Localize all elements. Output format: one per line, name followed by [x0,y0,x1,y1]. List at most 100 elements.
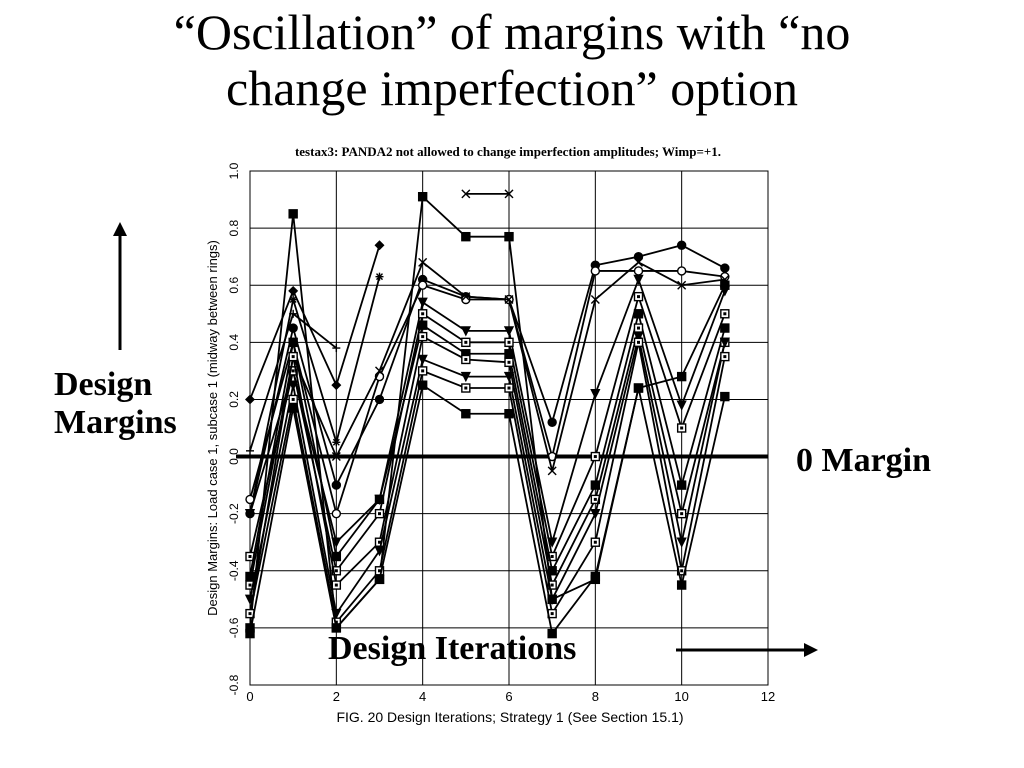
data-point [375,272,384,281]
data-point [461,231,471,242]
data-point [676,400,687,411]
chart-title: testax3: PANDA2 not allowed to change im… [295,144,721,159]
data-point [331,480,342,490]
series-line [249,383,726,636]
data-point [374,240,385,251]
data-point [418,257,428,267]
data-point [720,351,730,362]
data-point [331,566,342,576]
series-line [249,244,381,400]
series-line [249,276,381,514]
series-3 [246,309,341,455]
data-point [288,351,298,362]
design-iterations-label: Design Iterations [328,630,577,667]
data-point [289,295,298,304]
data-point [288,285,299,296]
data-point [288,323,298,333]
data-point [504,383,514,393]
data-point [547,551,557,562]
y-axis-label: Design Margins: Load case 1, subcase 1 (… [205,240,220,616]
data-point [245,394,255,405]
data-point [720,391,730,402]
data-point [461,337,471,348]
series-11 [245,309,730,582]
data-point [417,320,428,330]
x-tick-label: 8 [592,689,599,704]
x-tick-label: 0 [246,689,253,704]
data-point [374,508,385,519]
data-point [417,280,428,290]
data-point [676,580,687,590]
data-point [590,537,601,547]
data-point [633,337,644,348]
y-tick-label: 0.8 [227,219,241,236]
data-point [331,452,341,462]
data-point [288,403,298,413]
data-point [720,323,730,333]
series-14 [245,337,730,627]
data-point [676,240,687,250]
x-tick-label: 10 [674,689,688,704]
data-point [417,366,428,376]
data-point [375,366,384,376]
chart-series [244,189,730,639]
right-arrow-icon [676,643,818,657]
data-point [417,309,428,319]
data-point [504,349,514,359]
data-point [720,309,730,319]
data-point [288,209,298,219]
y-tick-label: 1.0 [227,162,241,179]
data-point [633,323,644,333]
data-point [417,191,428,202]
series-line [249,194,726,631]
series-10 [245,291,730,576]
data-point [719,286,730,297]
data-point [288,394,298,405]
data-point [676,537,687,548]
data-point [590,508,601,520]
data-point [417,331,428,342]
data-point [288,380,299,391]
data-point [504,295,514,304]
data-point [374,494,385,505]
data-point [246,446,254,455]
data-point [504,231,514,242]
data-point [504,357,514,368]
series-1 [245,240,385,405]
data-point [547,566,557,576]
x-tick-label: 6 [505,689,512,704]
x-tick-label: 2 [333,689,340,704]
data-point [676,266,687,276]
data-point [461,189,471,199]
data-point [417,297,428,308]
series-line [249,327,726,588]
data-point [245,628,255,639]
slide-title-line1: “Oscillation” of margins with “no [173,4,851,60]
series-line [249,270,725,517]
y-tick-label: 0.0 [227,448,241,465]
data-point [633,274,644,286]
y-tick-label: -0.2 [227,503,241,524]
design-margins-label: Design Margins [54,366,177,442]
data-point [547,417,557,427]
y-tick-label: -0.6 [227,617,241,638]
data-point [633,266,644,276]
data-point [460,326,471,337]
data-point [590,266,601,276]
data-point [719,337,730,348]
data-point [417,354,428,366]
data-point [288,366,298,376]
series-15 [245,380,730,639]
series-8 [245,191,730,633]
data-point [676,423,687,433]
series-line [249,313,726,577]
data-point [633,309,644,319]
data-point [374,394,385,405]
y-tick-label: 0.6 [227,277,241,294]
data-point [633,383,644,393]
slide-title-line2: change imperfection” option [226,60,798,116]
up-arrow-icon [113,222,127,350]
data-point [288,337,298,348]
data-point [503,326,515,337]
